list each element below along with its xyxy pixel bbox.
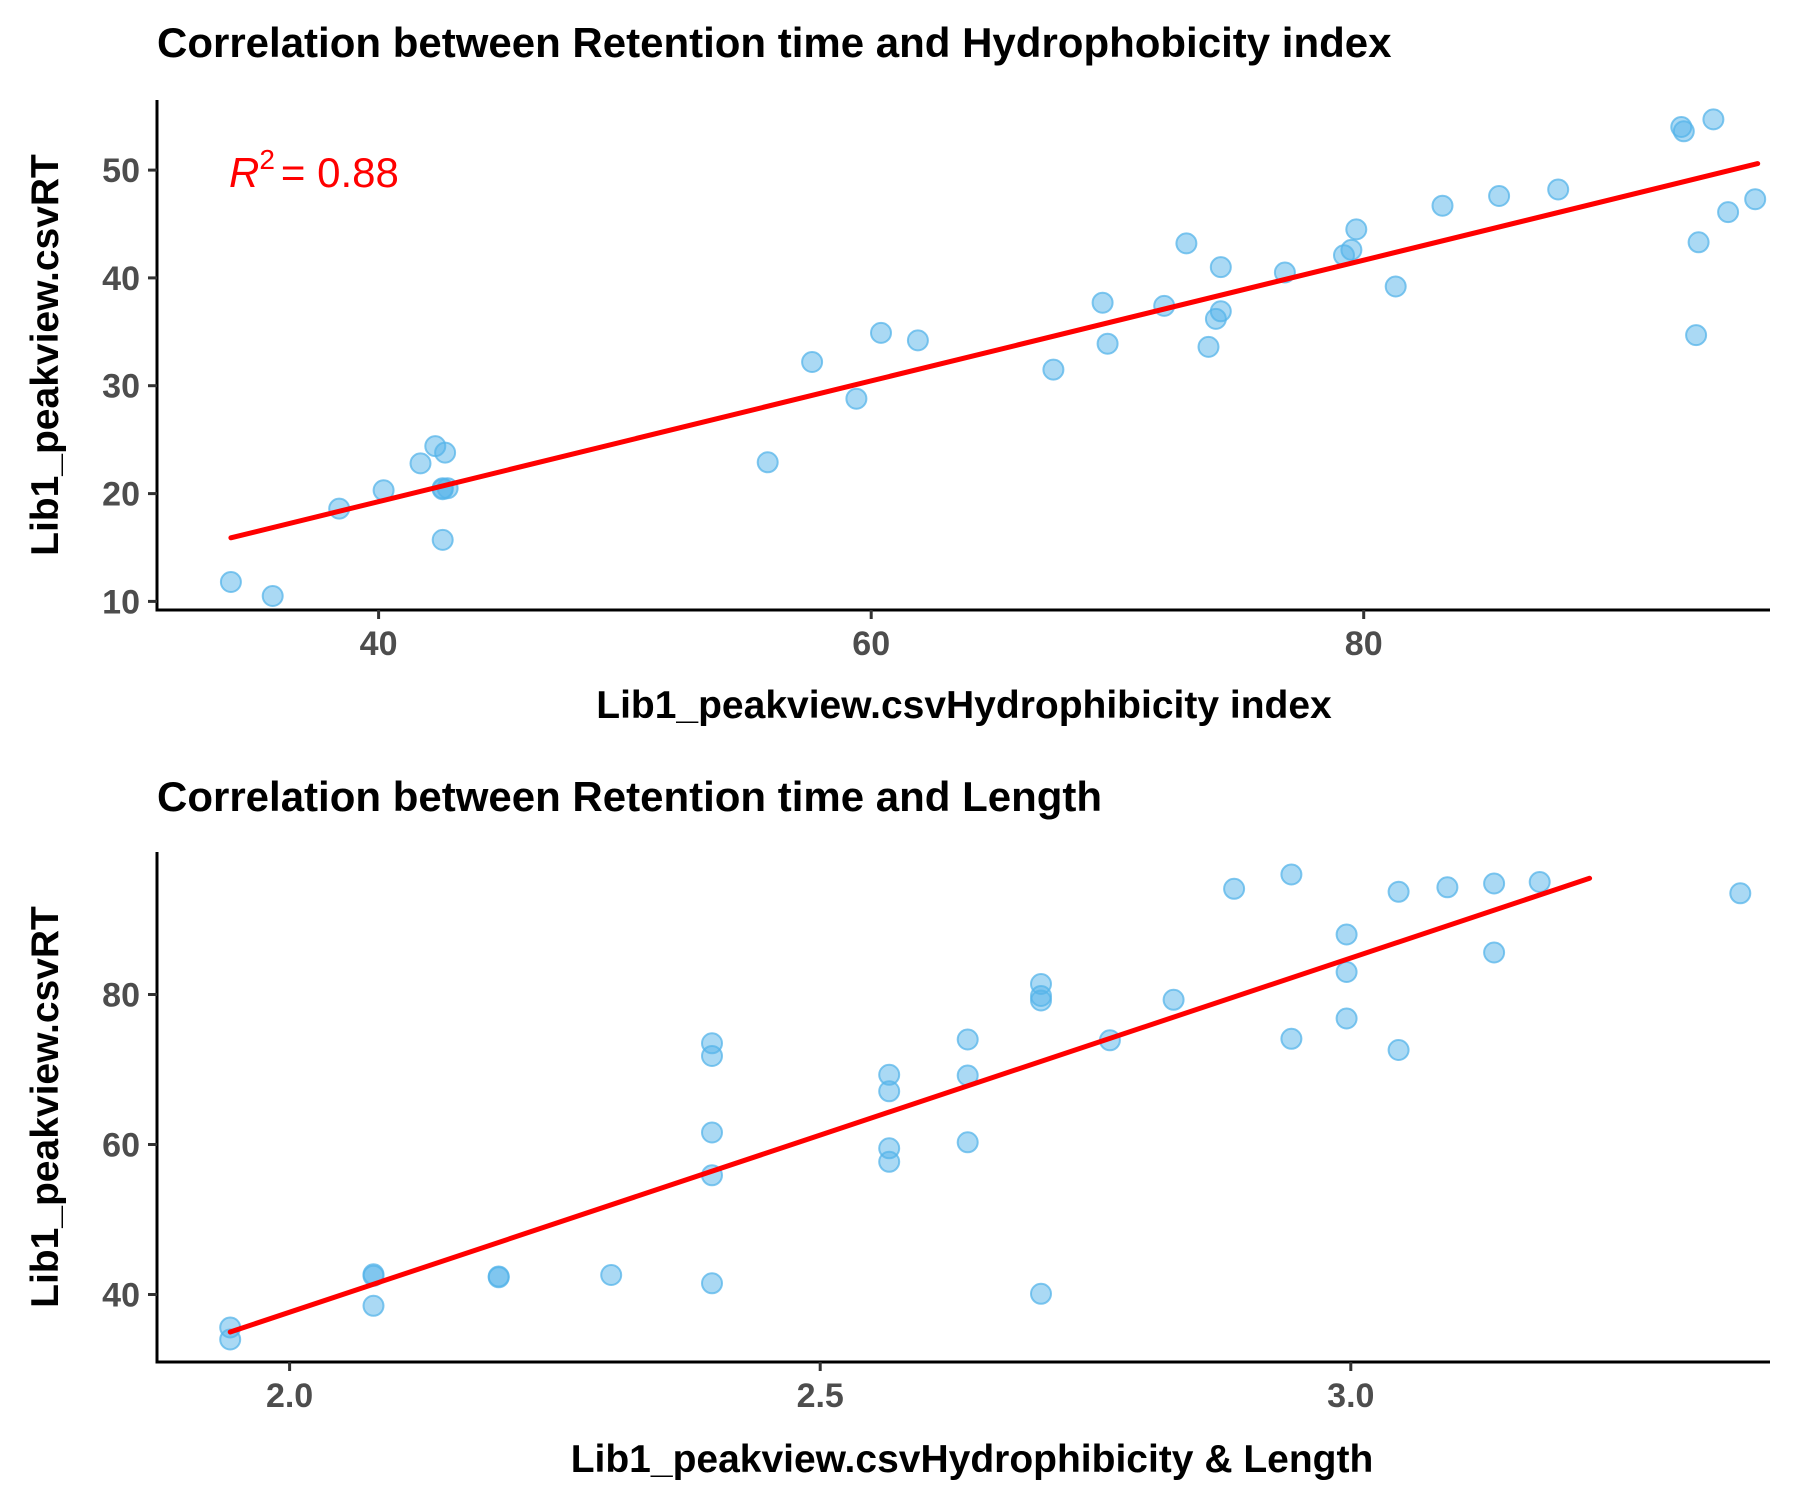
panel-hydrophobicity: Correlation between Retention time and H… bbox=[24, 19, 1770, 727]
data-point bbox=[1345, 218, 1368, 241]
data-point bbox=[1096, 332, 1119, 355]
data-point bbox=[1280, 1027, 1303, 1050]
data-point bbox=[701, 1045, 723, 1067]
data-point bbox=[434, 441, 457, 464]
scatter-points bbox=[219, 108, 1767, 607]
r-squared-annotation: R2 = 0.88 bbox=[229, 144, 399, 196]
data-point bbox=[1729, 882, 1752, 905]
data-point bbox=[1030, 989, 1052, 1012]
data-point bbox=[261, 585, 284, 607]
data-point bbox=[1162, 988, 1185, 1011]
data-point bbox=[219, 571, 242, 593]
data-point bbox=[431, 528, 454, 551]
x-axis-title: Lib1_peakview.csvHydrophibicity index bbox=[596, 684, 1332, 727]
regression-line bbox=[227, 875, 1593, 1335]
data-point bbox=[1436, 876, 1459, 899]
data-point bbox=[1488, 185, 1511, 207]
data-point bbox=[1685, 324, 1708, 347]
data-point bbox=[1702, 108, 1725, 131]
x-tick-label: 80 bbox=[1345, 625, 1383, 663]
data-point bbox=[1030, 1282, 1052, 1305]
y-tick-label: 40 bbox=[102, 260, 140, 298]
data-point bbox=[956, 1131, 979, 1154]
x-tick-label: 3.0 bbox=[1327, 1377, 1374, 1415]
data-point bbox=[1280, 863, 1303, 886]
x-tick-label: 60 bbox=[852, 625, 890, 663]
data-point bbox=[1209, 256, 1232, 279]
y-tick-label: 40 bbox=[102, 1277, 140, 1315]
r-squared-value: = 0.88 bbox=[281, 149, 399, 196]
data-point bbox=[1672, 120, 1695, 143]
y-axis-title: Lib1_peakview.csvRT bbox=[24, 906, 67, 1308]
regression-line-group bbox=[227, 875, 1593, 1335]
data-point bbox=[1335, 923, 1358, 946]
y-tick-label: 50 bbox=[102, 152, 140, 190]
x-tick-label: 40 bbox=[360, 625, 398, 663]
data-point bbox=[906, 329, 929, 352]
data-point bbox=[1209, 300, 1232, 323]
y-tick-label: 10 bbox=[102, 583, 140, 621]
x-tick-label: 2.5 bbox=[797, 1377, 844, 1415]
data-point bbox=[878, 1150, 901, 1173]
data-point bbox=[1528, 871, 1551, 893]
x-tick-label: 2.0 bbox=[266, 1377, 313, 1415]
y-axis-ticks: 40 60 80 bbox=[102, 977, 157, 1315]
data-point bbox=[1547, 178, 1570, 201]
y-tick-label: 80 bbox=[102, 977, 140, 1015]
data-point bbox=[1483, 872, 1506, 895]
y-tick-label: 60 bbox=[102, 1127, 140, 1165]
data-point bbox=[1387, 880, 1410, 903]
x-axis-title: Lib1_peakview.csvHydrophibicity & Length bbox=[571, 1438, 1374, 1481]
panel-length: Correlation between Retention time and L… bbox=[24, 773, 1770, 1481]
r-squared-power: 2 bbox=[259, 144, 275, 175]
data-point bbox=[845, 387, 868, 410]
chart-title: Correlation between Retention time and H… bbox=[157, 19, 1392, 66]
regression-line bbox=[228, 161, 1761, 541]
regression-line-group bbox=[228, 161, 1761, 541]
data-point bbox=[1223, 877, 1246, 900]
y-tick-label: 20 bbox=[102, 476, 140, 514]
data-point bbox=[1744, 188, 1767, 211]
data-point bbox=[956, 1028, 979, 1051]
data-point bbox=[701, 1272, 723, 1295]
data-point bbox=[1387, 1039, 1410, 1061]
data-point bbox=[1717, 201, 1740, 224]
data-point bbox=[487, 1265, 510, 1288]
data-point bbox=[1197, 335, 1220, 358]
x-axis-ticks: 40 60 80 bbox=[360, 610, 1383, 663]
chart-title: Correlation between Retention time and L… bbox=[157, 773, 1102, 820]
data-point bbox=[1384, 275, 1407, 298]
y-tick-label: 30 bbox=[102, 368, 140, 406]
data-point bbox=[409, 452, 432, 475]
r-squared-symbol: R bbox=[229, 149, 259, 196]
data-point bbox=[1340, 238, 1363, 261]
data-point bbox=[756, 451, 779, 474]
data-point bbox=[878, 1080, 901, 1103]
data-point bbox=[1687, 231, 1710, 254]
scatter-points bbox=[219, 863, 1752, 1351]
x-axis-ticks: 2.0 2.5 3.0 bbox=[266, 1362, 1374, 1415]
data-point bbox=[1431, 194, 1454, 217]
data-point bbox=[1335, 961, 1358, 983]
data-point bbox=[1483, 941, 1506, 964]
data-point bbox=[701, 1121, 723, 1144]
y-axis-ticks: 10 20 30 40 50 bbox=[102, 152, 157, 621]
y-axis-title: Lib1_peakview.csvRT bbox=[24, 154, 67, 556]
data-point bbox=[870, 321, 892, 344]
data-point bbox=[1175, 232, 1198, 255]
data-point bbox=[600, 1264, 623, 1286]
data-point bbox=[1042, 358, 1065, 381]
data-point bbox=[801, 351, 824, 373]
data-point bbox=[1091, 291, 1114, 314]
data-point bbox=[362, 1294, 385, 1317]
data-point bbox=[1335, 1007, 1358, 1030]
